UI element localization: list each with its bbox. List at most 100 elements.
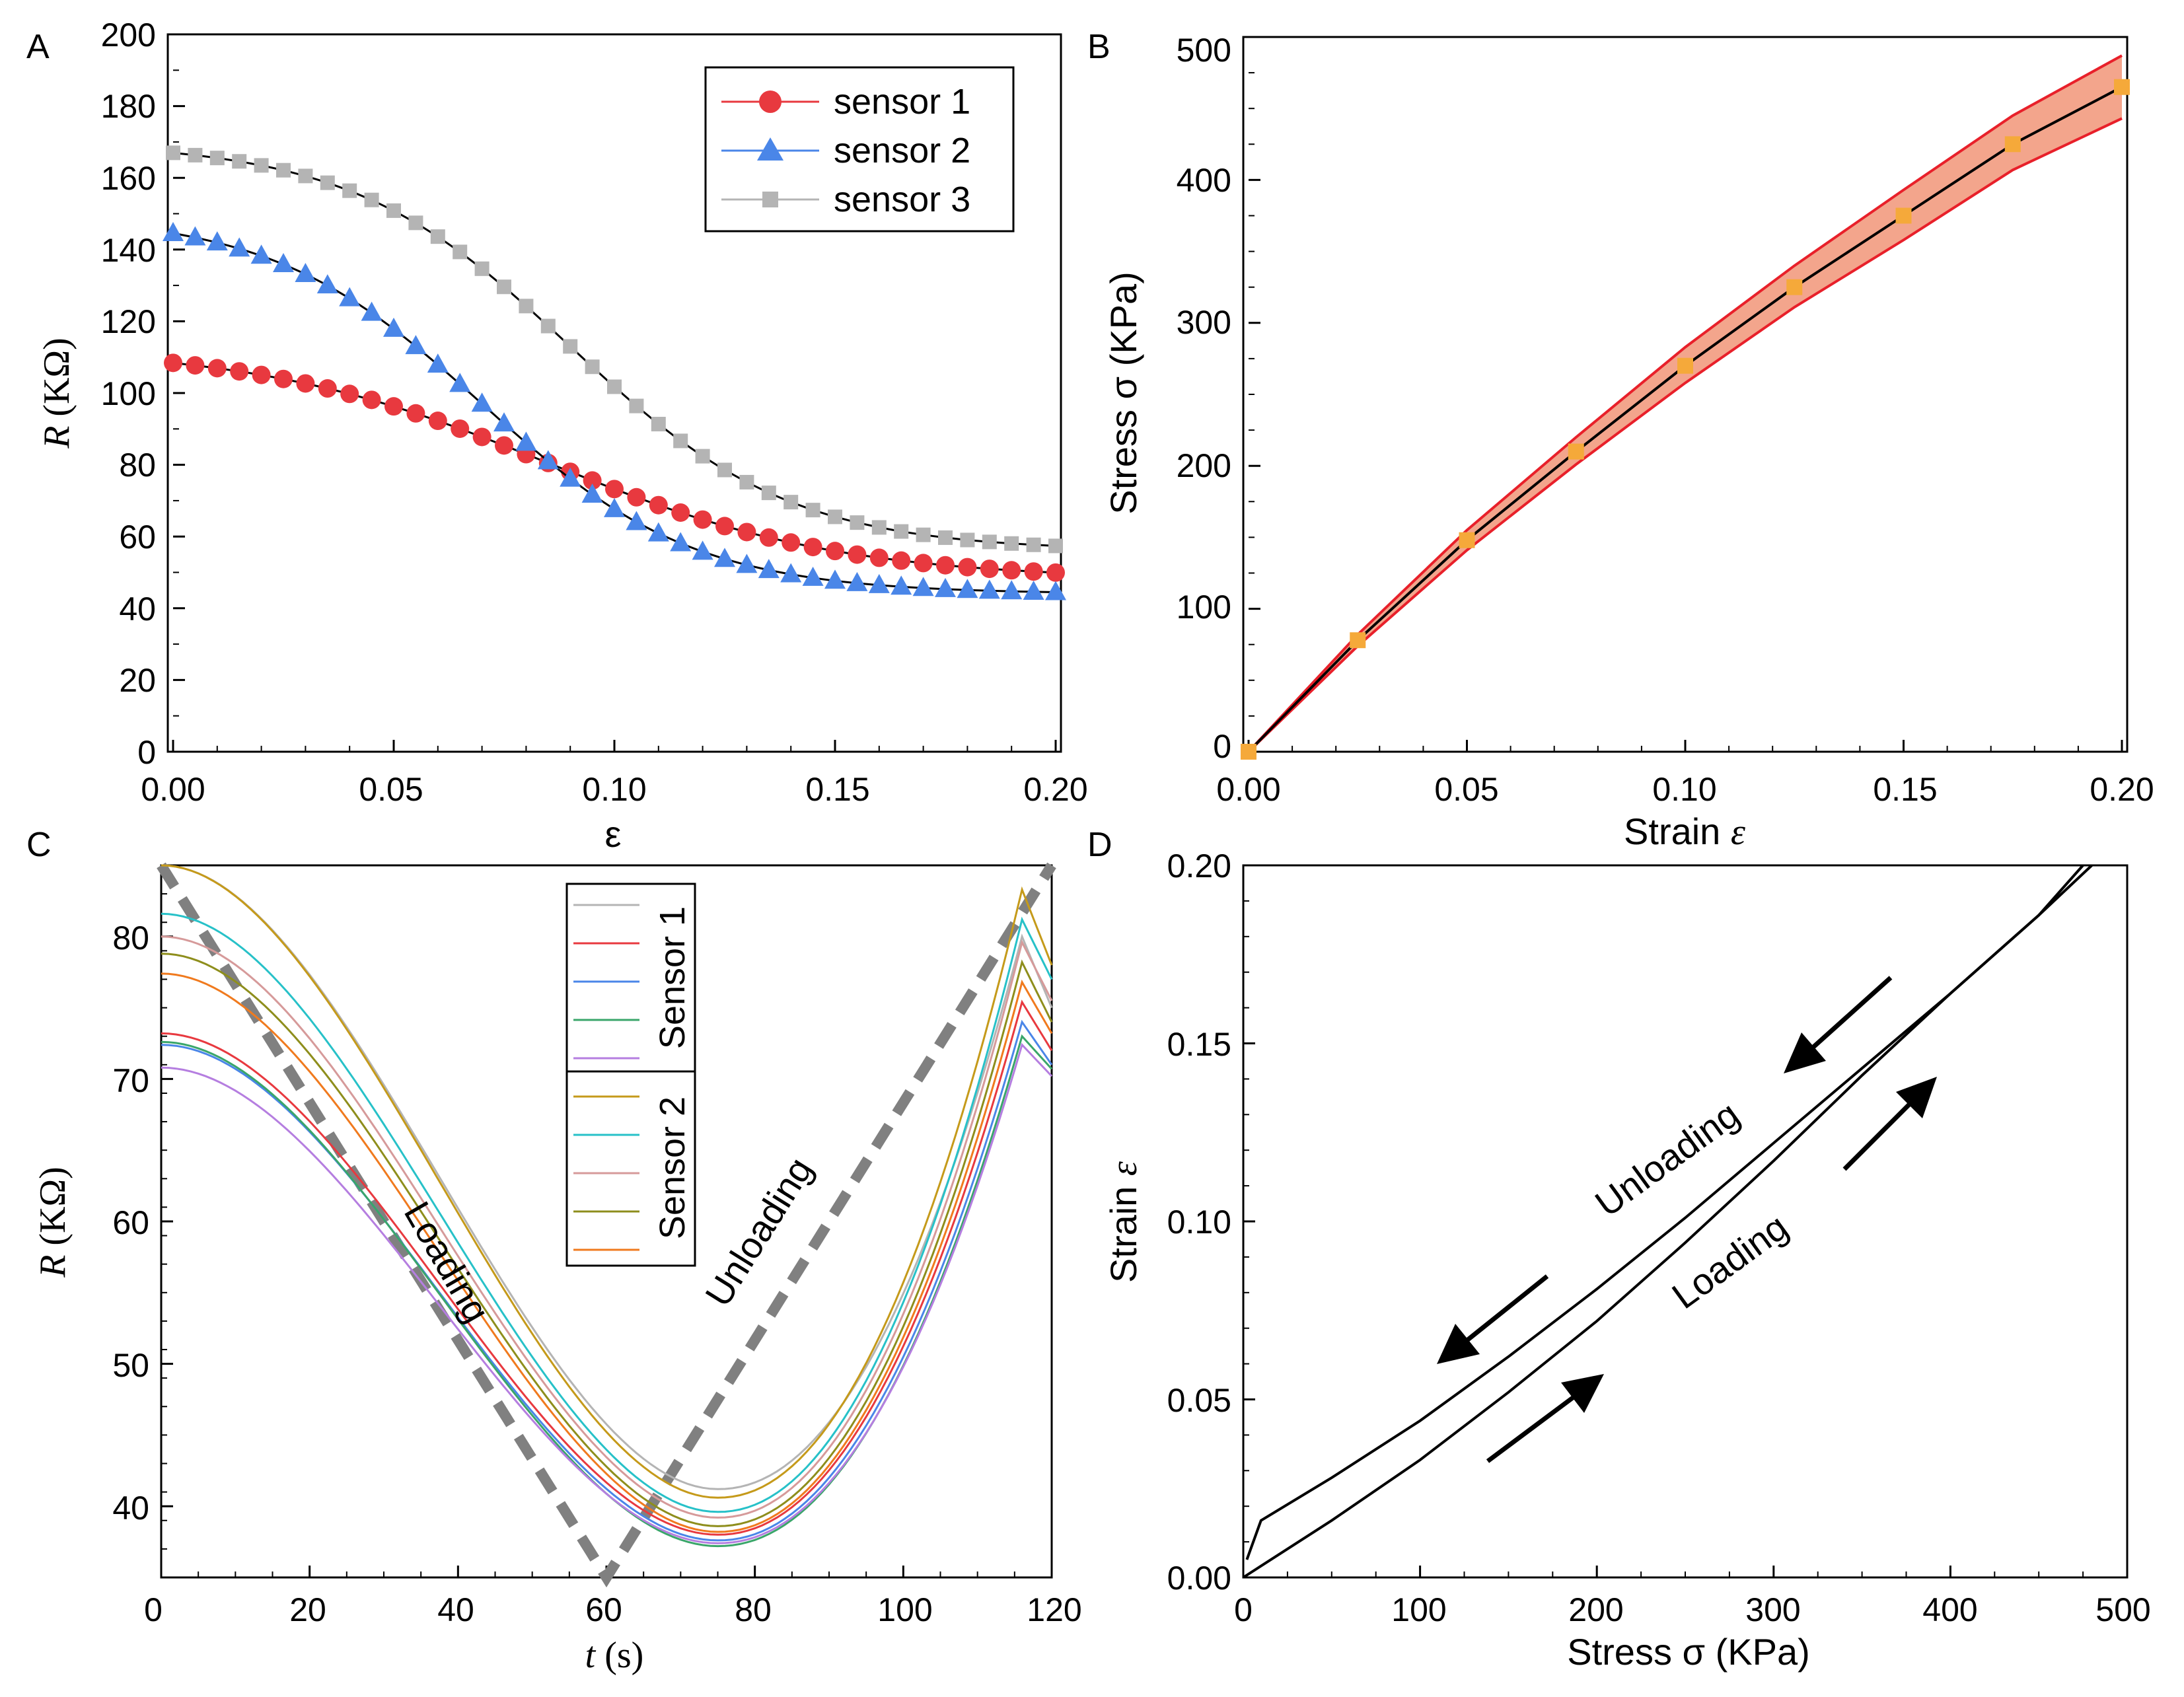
sensor-2-point (891, 575, 912, 595)
panel-a-ticks (172, 33, 1057, 753)
sensor-3-point (408, 215, 423, 231)
loading-curve (1242, 864, 2093, 1579)
sensor-3-point (474, 261, 490, 276)
sensor-1-point (340, 384, 359, 404)
sensor-3-point (540, 318, 556, 334)
panel-c-y-tick-labels: 40 50 60 70 80 (112, 920, 149, 1527)
x-tick-label: 0 (1234, 1591, 1253, 1628)
y-axis-label: Strain ε (1103, 1161, 1145, 1283)
sensor-3-point (960, 532, 975, 548)
reference-dashed-line (157, 862, 1056, 1588)
sensor-2-point (295, 262, 316, 282)
x-tick-label: 0.15 (1873, 771, 1937, 808)
sensor-2-point (935, 577, 956, 597)
series-line-6 (161, 864, 1053, 1499)
unloading-arrow-lower-head (1437, 1324, 1480, 1364)
x-axis-label: Stress σ (KPa) (1567, 1631, 1810, 1673)
sensor-3-point (298, 168, 313, 184)
y-tick-label: 300 (1177, 304, 1231, 341)
legend-label-sensor-1: sensor 1 (834, 82, 970, 122)
sensor-3-point (386, 203, 401, 218)
sensor-1-point (715, 517, 734, 536)
loading-arrow-lower (1486, 1395, 1576, 1463)
x-tick-label: 120 (1027, 1591, 1081, 1628)
sensor-2-point (361, 301, 382, 321)
sensor-1-point (671, 503, 690, 522)
y-tick-label: 200 (1177, 447, 1231, 484)
sensor-3-point (629, 398, 644, 414)
sensor-3-point (717, 462, 732, 478)
sensor-3-point (739, 474, 754, 489)
sensor-2-point (604, 497, 625, 517)
panel-a-series (163, 145, 1066, 600)
legend: Sensor 1 Sensor 2 (565, 883, 696, 1267)
y-tick-label: 180 (101, 88, 156, 125)
sensor-3-point (938, 530, 953, 545)
sensor-2-point (758, 559, 780, 579)
y-tick-label: 0.10 (1167, 1204, 1231, 1241)
sensor-1-point (1046, 563, 1065, 582)
panel-d: D 0.00 0.05 0.10 0.15 0.20 0 100 200 300… (1087, 826, 2151, 1673)
data-point (2004, 136, 2021, 153)
data-point (1459, 532, 1475, 548)
panel-b-ticks (1247, 36, 2123, 753)
sensor-2-point (736, 554, 758, 573)
legend-swatches (573, 904, 639, 1251)
x-axis-label-unit: (s) (595, 1635, 643, 1676)
x-axis-label: Strain ε (1624, 811, 1746, 853)
sensor-3-point (1048, 538, 1063, 554)
x-axis-label-text: Strain (1624, 811, 1731, 852)
x-tick-label: 0.15 (805, 771, 869, 808)
sensor-3-point (828, 509, 842, 524)
x-tick-label: 500 (2095, 1591, 2150, 1628)
panel-c-series (157, 862, 1056, 1588)
sensor-2-point (824, 569, 846, 589)
legend-label-sensor-2: sensor 2 (834, 131, 970, 170)
sensor-3-point (894, 524, 909, 539)
legend-group-sensor-2: Sensor 2 (653, 1097, 692, 1239)
y-tick-label: 100 (101, 375, 156, 412)
x-tick-label: 0.05 (359, 771, 423, 808)
series-line-10 (161, 972, 1053, 1533)
sensor-1-point (207, 359, 227, 378)
sensor-2-point (250, 244, 272, 264)
sensor-3-point (651, 417, 666, 432)
sensor-1-point (958, 558, 977, 577)
sensor-2-point (316, 274, 338, 294)
sensor-1-point (627, 487, 646, 507)
loading-arrow-lower-head (1561, 1374, 1604, 1413)
legend-marker-sensor-3 (762, 192, 778, 207)
sensor-2-point (692, 540, 713, 560)
legend: sensor 1 sensor 2 sensor 3 (704, 66, 1015, 233)
sensor-3-point (519, 299, 534, 314)
panel-b-x-tick-labels: 0.00 0.05 0.10 0.15 0.20 (1216, 771, 2154, 808)
sensor-1-point (451, 419, 470, 438)
sensor-2-point (471, 392, 493, 412)
y-axis-label: R (KΩ) (36, 338, 77, 449)
sensor-1-point (737, 523, 756, 542)
y-tick-label: 80 (119, 447, 156, 484)
error-band-upper (1247, 54, 2123, 753)
sensor-2-point (537, 450, 559, 470)
sensor-2-point (560, 467, 581, 487)
x-tick-label: 100 (877, 1591, 932, 1628)
x-tick-label: 40 (437, 1591, 474, 1628)
x-tick-label: 20 (289, 1591, 326, 1628)
sensor-1-point (164, 353, 182, 373)
x-tick-label: 0 (144, 1591, 163, 1628)
sensor-1-point (1024, 562, 1043, 581)
sensor-3-point (364, 192, 379, 207)
sensor-1-point (848, 545, 867, 564)
y-tick-label: 120 (101, 303, 156, 340)
panel-b-y-tick-labels: 0 100 200 300 400 500 (1177, 32, 1231, 765)
unloading-annotation: Unloading (1587, 1093, 1747, 1225)
y-tick-label: 0.05 (1167, 1382, 1231, 1419)
unloading-arrow-upper (1811, 976, 1893, 1049)
panel-label-c: C (26, 826, 52, 864)
sensor-2-point (1045, 581, 1066, 600)
y-tick-label: 0 (1213, 728, 1231, 765)
series-line-2 (161, 999, 1053, 1536)
y-tick-label: 40 (119, 591, 156, 628)
sensor-3-point (585, 359, 600, 375)
y-tick-label: 50 (112, 1347, 149, 1384)
